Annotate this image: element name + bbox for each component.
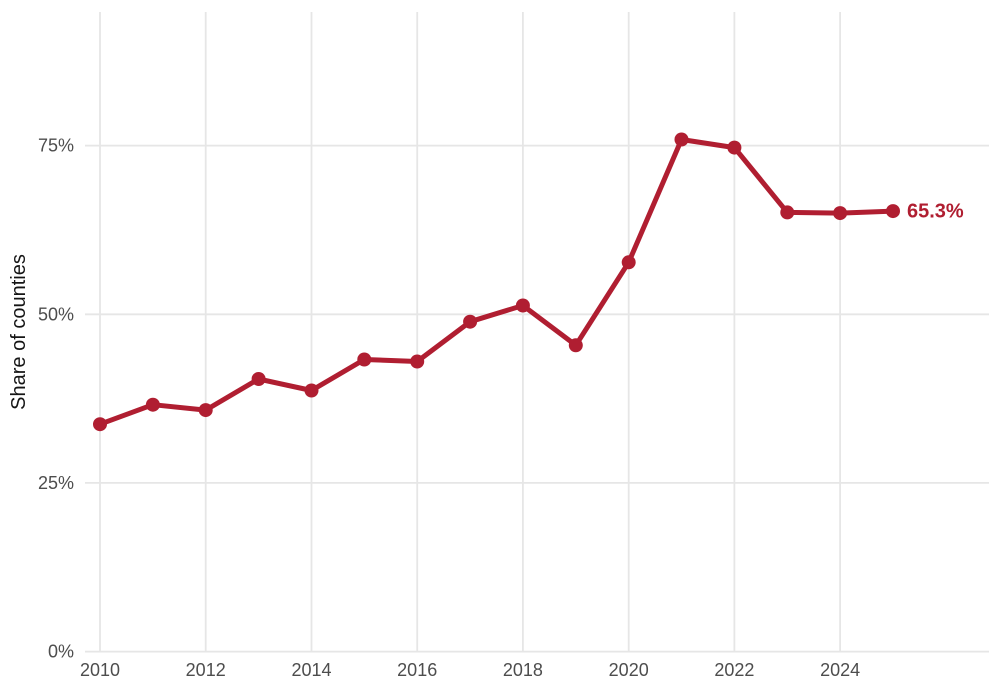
y-tick-label: 0% [48, 642, 74, 662]
y-axis-title: Share of counties [8, 254, 30, 410]
x-tick-label: 2024 [820, 660, 860, 680]
end-value-label: 65.3% [907, 201, 964, 223]
data-point [674, 132, 689, 147]
data-point [251, 372, 266, 386]
y-tick-label: 50% [38, 304, 74, 324]
data-point [780, 205, 795, 220]
data-point [833, 206, 848, 221]
y-tick-label: 25% [38, 473, 74, 493]
x-tick-label: 2012 [186, 660, 226, 680]
data-point [621, 255, 636, 270]
x-tick-label: 2010 [80, 660, 120, 680]
data-point [198, 403, 213, 418]
x-tick-label: 2018 [503, 660, 543, 680]
data-line [97, 137, 896, 427]
x-tick-label: 2022 [714, 660, 754, 680]
x-tick-label: 2014 [291, 660, 331, 680]
data-point [515, 298, 530, 313]
y-tick-label: 75% [38, 136, 74, 156]
data-point [463, 314, 478, 329]
data-point [886, 204, 900, 219]
data-point [727, 140, 742, 155]
data-point [93, 417, 107, 432]
data-point [410, 354, 425, 369]
x-tick-label: 2016 [397, 660, 437, 680]
data-point [568, 338, 583, 353]
x-tick-label: 2020 [609, 660, 649, 680]
data-point [304, 383, 319, 398]
data-point [357, 352, 372, 367]
data-point [145, 397, 160, 412]
